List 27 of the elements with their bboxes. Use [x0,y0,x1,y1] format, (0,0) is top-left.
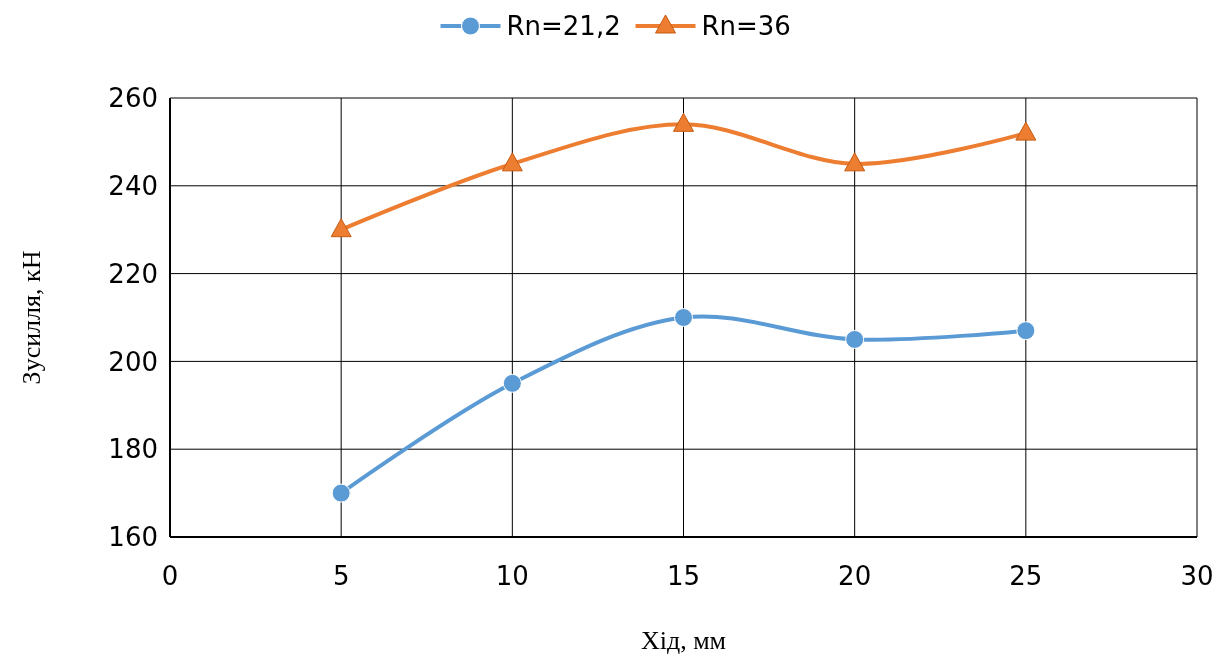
point [331,483,351,503]
point [844,152,866,172]
y-tick-label: 240 [108,170,158,201]
y-tick-label: 160 [108,522,158,553]
legend-label: Rn=21,2 [506,11,621,42]
x-tick-label: 30 [1180,561,1214,591]
point [674,308,693,327]
point [330,218,352,238]
point [501,152,523,172]
y-tick-label: 260 [108,83,158,114]
point [1015,121,1037,141]
x-axis-title: Хід, мм [640,626,727,655]
point [845,329,865,349]
x-tick-label: 20 [838,561,872,591]
x-tick-label: 0 [161,561,179,591]
x-tick-label: 15 [666,561,701,591]
x-tick-label: 10 [495,561,529,591]
x-tick-label: 5 [332,561,350,591]
y-tick-label: 220 [108,258,158,289]
point [673,112,694,132]
point [502,373,522,393]
y-axis-title: Зусилля, кН [17,250,46,385]
point [1016,321,1036,341]
x-tick-label: 25 [1009,561,1043,591]
y-tick-label: 180 [108,434,158,465]
legend-label: Rn=36 [701,11,791,42]
y-tick-label: 200 [108,346,158,377]
